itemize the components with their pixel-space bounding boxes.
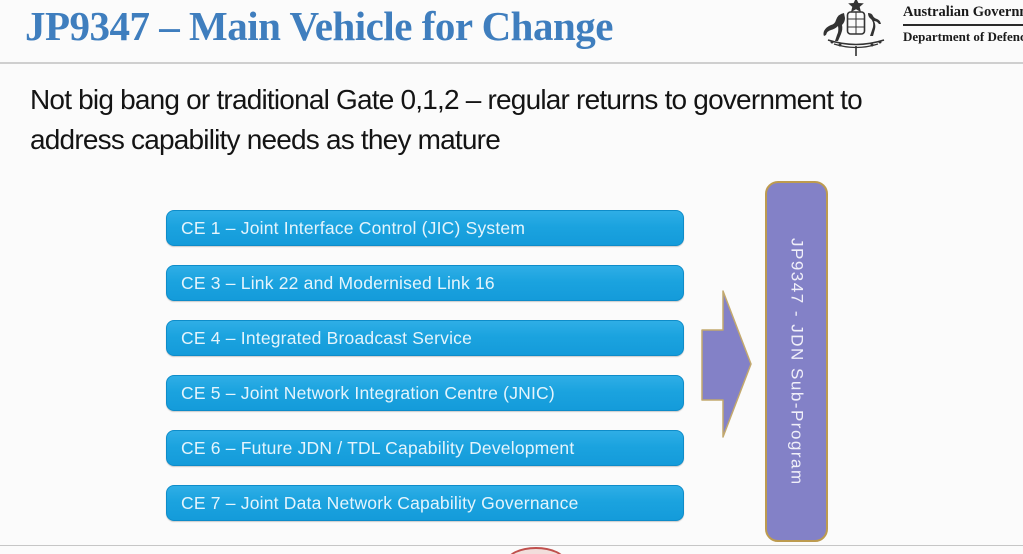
capability-element-list: CE 1 – Joint Interface Control (JIC) Sys…	[166, 210, 684, 521]
ce-box-3: CE 3 – Link 22 and Modernised Link 16	[166, 265, 684, 301]
header-divider	[0, 62, 1023, 64]
logo-department-line: Department of Defence	[903, 29, 1023, 44]
subtitle-line-1: Not big bang or traditional Gate 0,1,2 –…	[30, 84, 863, 115]
program-box: JP9347 - JDN Sub-Program	[765, 181, 828, 542]
logo-text-block: Australian Government Department of Defe…	[903, 0, 1023, 45]
ce-box-1: CE 1 – Joint Interface Control (JIC) Sys…	[166, 210, 684, 246]
program-box-label: JP9347 - JDN Sub-Program	[787, 237, 807, 486]
bottom-divider	[0, 545, 1023, 546]
australian-government-logo: Australian Government Department of Defe…	[816, 0, 1023, 58]
highlight-ellipse	[506, 547, 566, 554]
ce-box-7: CE 7 – Joint Data Network Capability Gov…	[166, 485, 684, 521]
page-title: JP9347 – Main Vehicle for Change	[25, 3, 614, 49]
logo-government-line: Australian Government	[903, 4, 1023, 20]
slide-subtitle: Not big bang or traditional Gate 0,1,2 –…	[30, 80, 863, 160]
australian-coat-of-arms-icon	[823, 0, 885, 56]
ce-box-5: CE 5 – Joint Network Integration Centre …	[166, 375, 684, 411]
flow-arrow-icon	[701, 290, 752, 438]
logo-divider	[903, 24, 1023, 26]
ce-box-4: CE 4 – Integrated Broadcast Service	[166, 320, 684, 356]
subtitle-line-2: address capability needs as they mature	[30, 124, 501, 155]
ce-box-6: CE 6 – Future JDN / TDL Capability Devel…	[166, 430, 684, 466]
